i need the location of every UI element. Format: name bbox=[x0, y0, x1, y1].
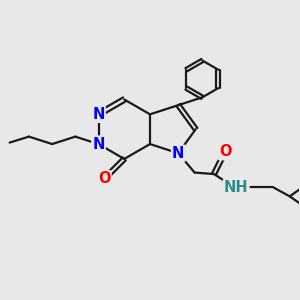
Text: NH: NH bbox=[224, 180, 248, 195]
Text: N: N bbox=[92, 136, 105, 152]
Text: O: O bbox=[219, 144, 232, 159]
Text: N: N bbox=[92, 107, 105, 122]
Text: O: O bbox=[98, 171, 111, 186]
Text: N: N bbox=[172, 146, 184, 161]
